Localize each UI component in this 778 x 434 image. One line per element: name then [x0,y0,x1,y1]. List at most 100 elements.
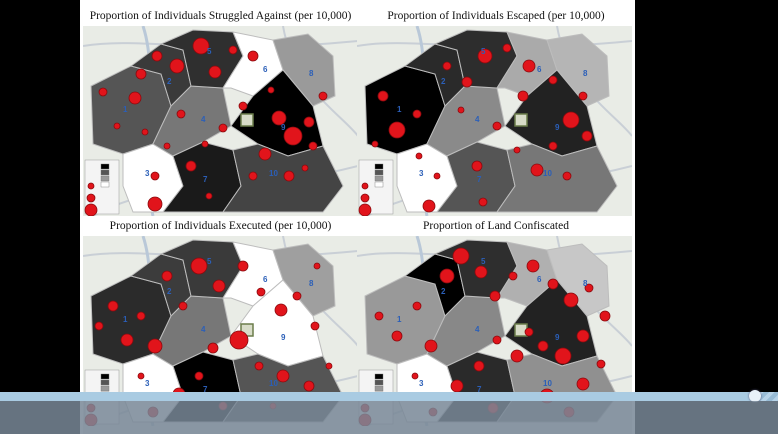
proportional-circle [513,146,521,154]
legend-swatch [374,163,384,170]
proportional-circle [237,260,249,272]
proportional-circle [150,171,160,181]
proportional-circle [474,265,488,279]
district-label: 2 [167,77,172,86]
district-label: 9 [281,333,286,342]
proportional-circle [318,91,328,101]
proportional-circle [510,349,524,363]
district-label: 8 [309,69,314,78]
proportional-circle [433,172,441,180]
proportional-circle [325,362,333,370]
district-label: 4 [475,325,480,334]
district-label: 10 [543,379,552,388]
proportional-circle [524,327,534,337]
proportional-circle [554,347,572,365]
progress-played [0,392,755,401]
district-label: 1 [397,105,402,114]
panel-title: Proportion of Land Confiscated [423,220,569,232]
proportional-circle [522,59,536,73]
video-control-bar [0,401,778,434]
district-label: 1 [397,315,402,324]
proportional-circle [303,116,315,128]
district-map: 1 2 3 4 5 6 7 8 9 10 [357,26,632,216]
proportional-circle [303,380,315,392]
district-label: 5 [481,47,486,56]
proportional-circle [548,141,558,151]
proportional-circle [137,372,145,380]
map-panel-land: Proportion of Land Confiscated 1 2 3 4 5 6 7 8 9… [357,218,635,434]
proportional-circle [391,330,403,342]
district-1 [496,143,618,213]
proportional-circle [562,171,572,181]
district-label: 2 [441,77,446,86]
proportional-circle [248,171,258,181]
district-label: 3 [145,169,150,178]
proportional-circle [576,377,590,391]
proportional-circle [254,361,264,371]
district-label: 7 [203,175,208,184]
proportional-circle [185,160,197,172]
legend-swatch [374,169,384,176]
district-label: 6 [537,65,542,74]
district-label: 5 [481,257,486,266]
proportional-circle [151,50,163,62]
district-label: 4 [201,325,206,334]
legend-swatch [100,385,110,392]
proportional-circle [208,65,222,79]
proportional-circle [212,279,226,293]
proportional-circle [247,50,259,62]
legend-swatch [374,379,384,386]
proportional-circle [283,126,303,146]
district-label: 6 [263,65,268,74]
district-label: 3 [419,169,424,178]
district-1 [222,143,344,213]
proportional-circle [562,111,580,129]
proportional-circle [267,86,275,94]
proportional-circle [258,147,272,161]
video-progress-bar[interactable] [0,390,778,402]
proportional-circle [415,152,423,160]
proportional-circle [442,61,452,71]
proportional-circle [313,262,321,270]
proportional-circle [422,199,436,213]
proportional-circle [492,121,502,131]
district-map: 1 2 3 4 5 6 7 8 9 10 [83,26,358,216]
proportional-circle [194,371,204,381]
proportional-circle [450,379,464,393]
proportional-circle [358,203,372,216]
proportional-circle [107,300,119,312]
proportional-circle [411,372,419,380]
proportional-circle [547,278,559,290]
proportional-circle [452,247,470,265]
district-label: 7 [203,385,208,394]
legend-swatch [100,181,110,188]
proportional-circle [388,121,406,139]
district-label: 8 [309,279,314,288]
proportional-circle [526,259,540,273]
map-panel-escaped: Proportion of Individuals Escaped (per 1… [357,6,635,216]
proportional-circle [87,182,95,190]
proportional-circle [218,123,228,133]
proportional-circle [192,37,210,55]
proportional-circle [301,164,309,172]
proportional-circle [169,58,185,74]
proportional-circle [537,340,549,352]
proportional-circle [163,142,171,150]
district-label: 5 [207,257,212,266]
scrub-handle[interactable] [748,390,761,402]
proportional-circle [374,311,384,321]
map-svg: 1 2 3 4 5 6 7 8 9 10 [83,26,358,216]
proportional-circle [424,339,438,353]
legend-swatch [374,373,384,380]
proportional-circle [147,338,163,354]
proportional-circle [276,369,290,383]
proportional-circle [584,283,594,293]
proportional-circle [136,311,146,321]
town-marker [240,113,254,127]
proportional-circle [599,310,611,322]
proportional-circle [371,140,379,148]
proportional-circle [94,321,104,331]
proportional-circle [489,290,501,302]
legend-swatch [374,385,384,392]
proportional-circle [517,90,529,102]
